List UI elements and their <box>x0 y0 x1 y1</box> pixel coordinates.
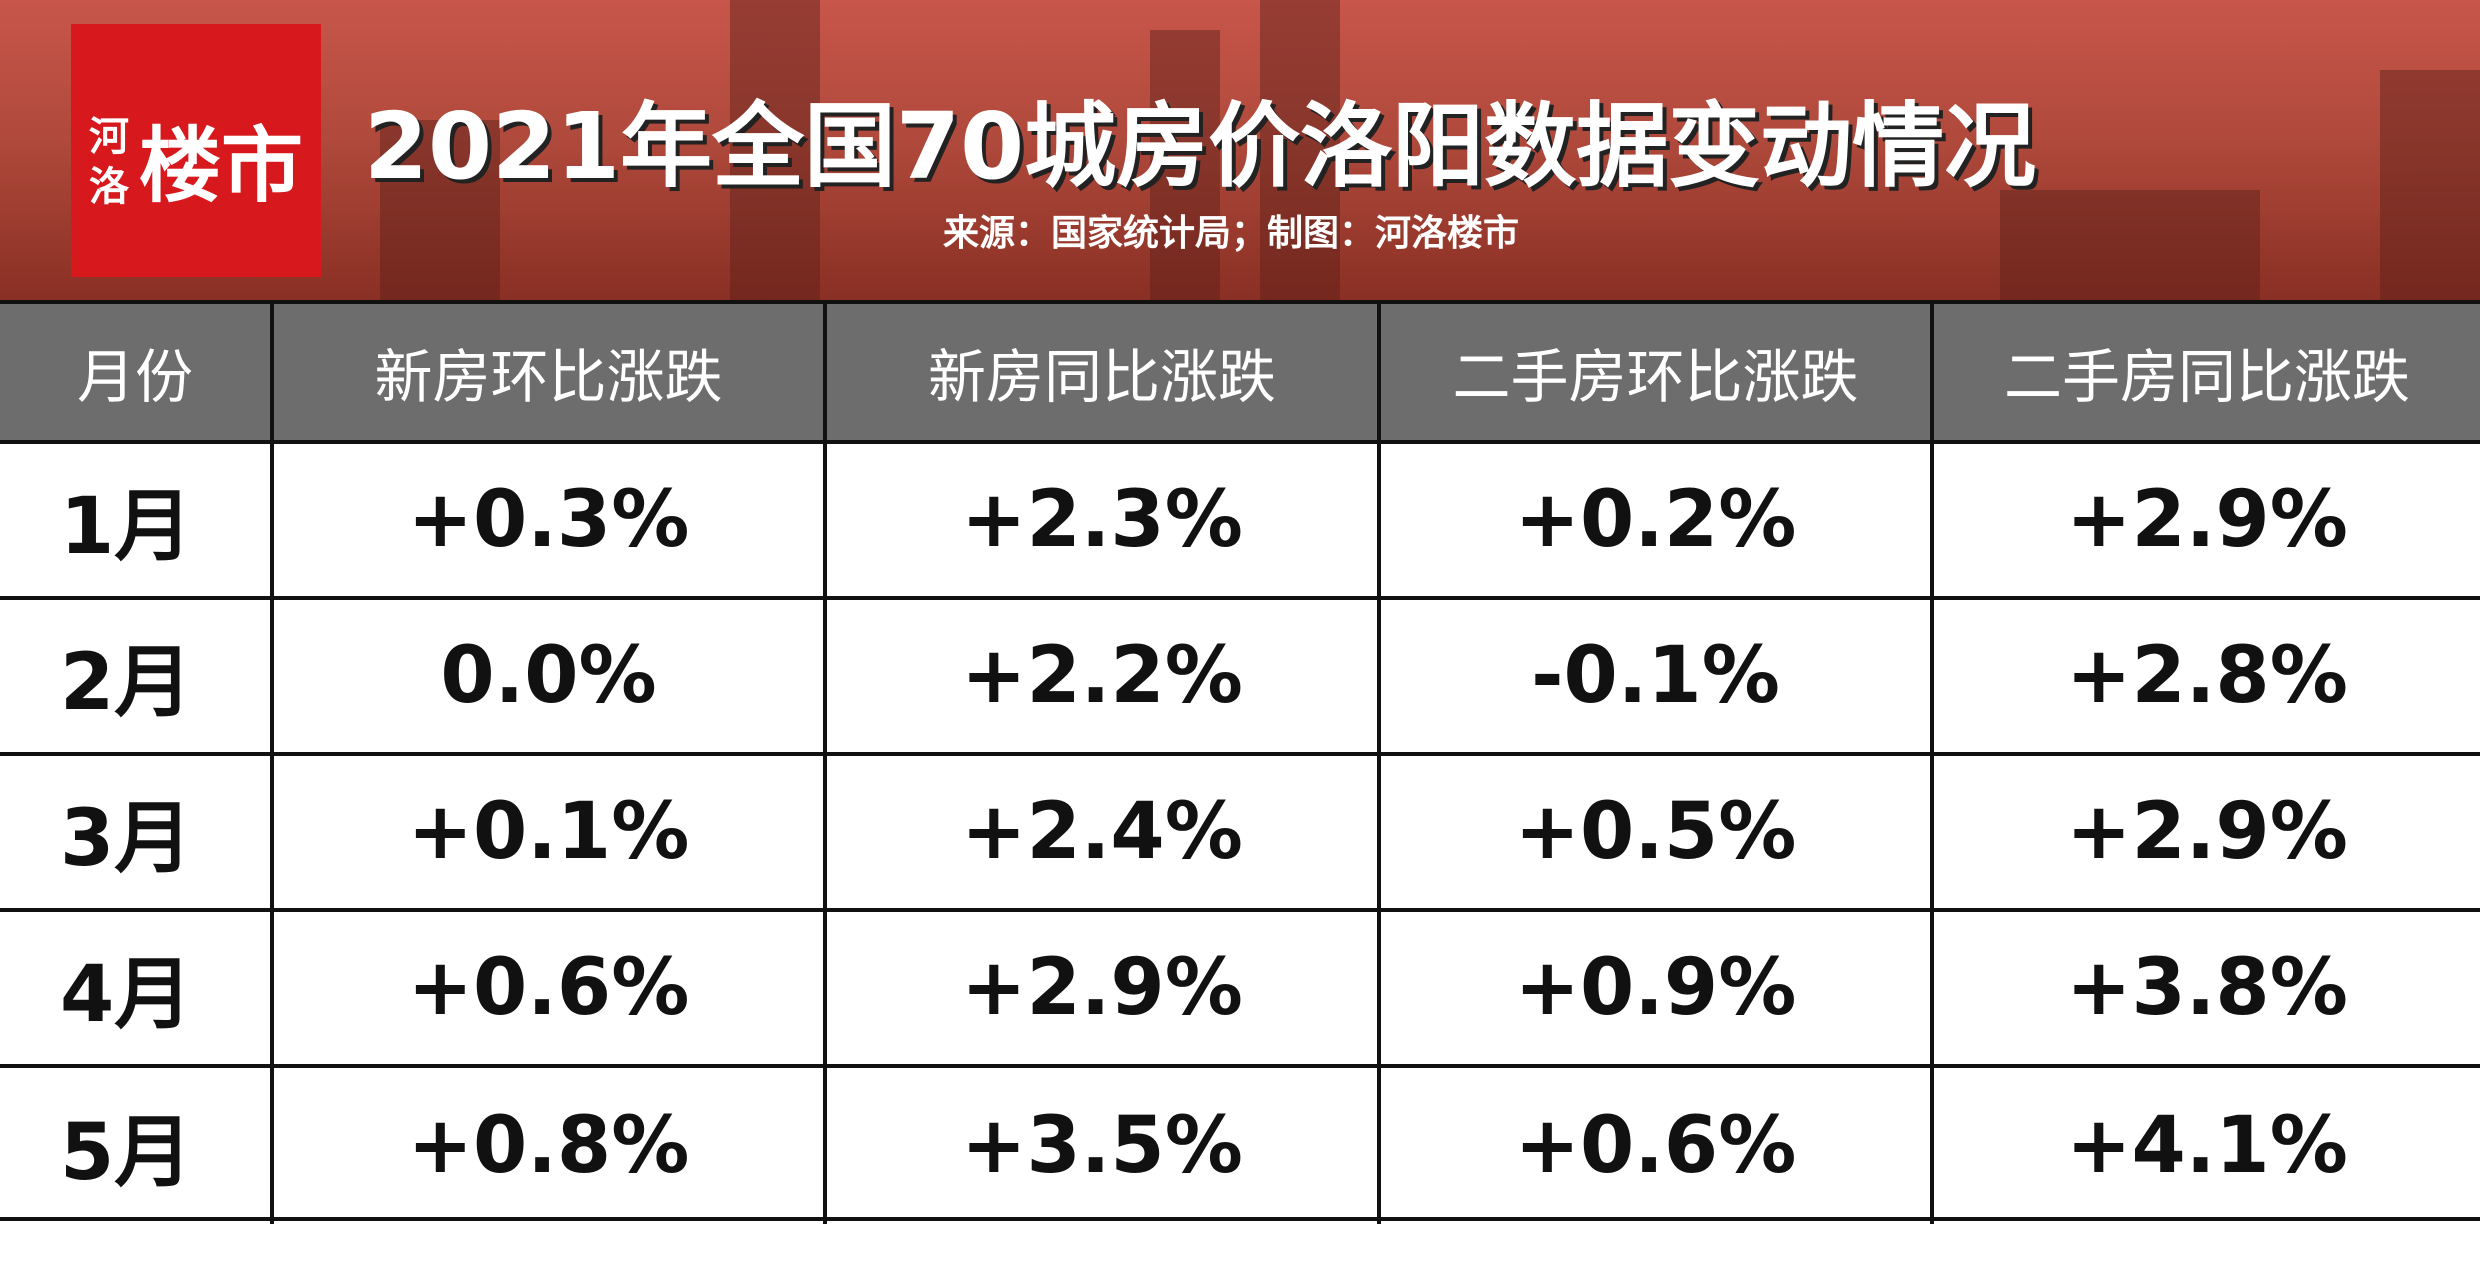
data-table: 月份 新房环比涨跌 新房同比涨跌 二手房环比涨跌 二手房同比涨跌 1月 +0.3% +2.3%… <box>0 300 2480 1224</box>
table-cell: +0.5% <box>1381 756 1934 912</box>
column-header: 新房同比涨跌 <box>827 304 1381 444</box>
column-header: 新房环比涨跌 <box>274 304 827 444</box>
row-label: 3月 <box>0 756 274 912</box>
column-header: 月份 <box>0 304 274 444</box>
logo-text: 楼市 <box>139 119 304 214</box>
table-cell: +4.1% <box>2066 1101 2348 1191</box>
skyline <box>1260 0 1340 300</box>
skyline <box>730 0 820 300</box>
row-label: 2月 <box>0 600 274 756</box>
table-cell: +2.9% <box>1934 756 2480 912</box>
table-cell: +2.2% <box>827 600 1381 756</box>
table-cell: +2.9% <box>827 912 1381 1068</box>
subtitle: 来源：国家统计局；制图：河洛楼市 <box>942 213 1519 254</box>
table-cell: +3.5% <box>827 1068 1381 1224</box>
row-label: 5月 <box>0 1068 274 1224</box>
table-cell: -0.1% <box>1381 600 1934 756</box>
table-cell: +0.9% <box>1381 912 1934 1068</box>
logo-text: 洛 <box>89 164 129 210</box>
logo-text: 河 <box>89 114 129 160</box>
table-cell: +0.2% <box>1381 444 1934 600</box>
skyline <box>2000 190 2260 300</box>
table-cell: +3.8% <box>1934 912 2480 1068</box>
skyline <box>380 120 500 300</box>
table-cell: 0.0% <box>274 600 827 756</box>
title: 2021年全国70城房价洛阳数据变动情况 <box>364 93 2037 200</box>
header-banner: 河 洛 楼市 2021年全国70城房价洛阳数据变动情况 来源：国家统计局；制图：… <box>0 0 2480 300</box>
table-cell: +0.3% <box>274 444 827 600</box>
table-cell: +0.1% <box>274 756 827 912</box>
column-header: 二手房同比涨跌 <box>1934 304 2480 444</box>
table-cell: +2.4% <box>827 756 1381 912</box>
column-header: 二手房环比涨跌 <box>1381 304 1934 444</box>
skyline <box>2380 70 2480 300</box>
row-label: 1月 <box>0 444 274 600</box>
table-cell: +0.6% <box>1381 1068 1934 1224</box>
skyline <box>1150 30 1220 300</box>
table-cell: +2.3% <box>827 444 1381 600</box>
table-cell: +0.6% <box>274 912 827 1068</box>
table-cell: +2.8% <box>1934 600 2480 756</box>
table-cell: +2.9% <box>1934 444 2480 600</box>
row-label: 4月 <box>0 912 274 1068</box>
table-cell: +0.8% <box>274 1068 827 1224</box>
logo: 河 洛 楼市 <box>71 24 321 277</box>
